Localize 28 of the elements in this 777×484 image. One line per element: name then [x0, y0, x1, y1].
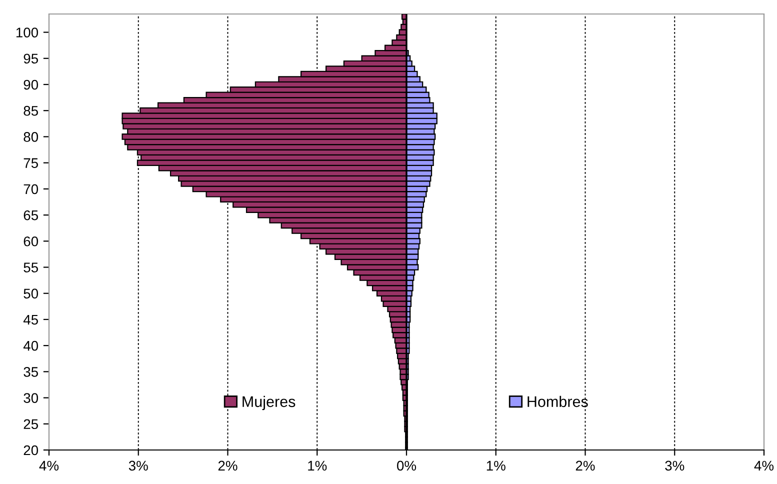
legend-label: Mujeres [242, 396, 296, 410]
y-tick-label: 55 [24, 262, 38, 272]
y-tick-label: 80 [24, 132, 38, 142]
x-tick-label: 3% [665, 460, 684, 471]
y-tick-label: 85 [24, 106, 38, 116]
y-tick-label: 40 [23, 340, 38, 351]
y-tick-label: 35 [24, 367, 38, 377]
x-tick-label: 1% [486, 460, 506, 471]
y-tick-label: 50 [24, 288, 38, 299]
y-tick-label: 45 [23, 314, 38, 325]
y-tick-label: 95 [24, 54, 38, 64]
y-tick-label: 65 [24, 210, 38, 220]
x-tick-label: 2% [218, 460, 238, 471]
x-tick-label: 1% [308, 460, 327, 471]
y-tick-label: 20 [24, 445, 38, 456]
x-tick-label: 4% [754, 460, 774, 471]
x-tick-label: 4% [39, 460, 59, 471]
x-tick-label: 2% [576, 460, 595, 471]
x-tick-label: 3% [128, 460, 148, 471]
y-tick-label: 60 [24, 236, 38, 246]
legend-label: Hombres [528, 396, 588, 408]
y-tick-label: 70 [24, 184, 38, 194]
x-tick-label: 0% [397, 460, 416, 471]
y-tick-label: 30 [24, 393, 38, 403]
y-tick-label: 100 [16, 28, 38, 38]
y-tick-label: 75 [24, 158, 38, 168]
y-tick-label: 25 [24, 419, 38, 430]
y-tick-label: 90 [24, 80, 38, 90]
